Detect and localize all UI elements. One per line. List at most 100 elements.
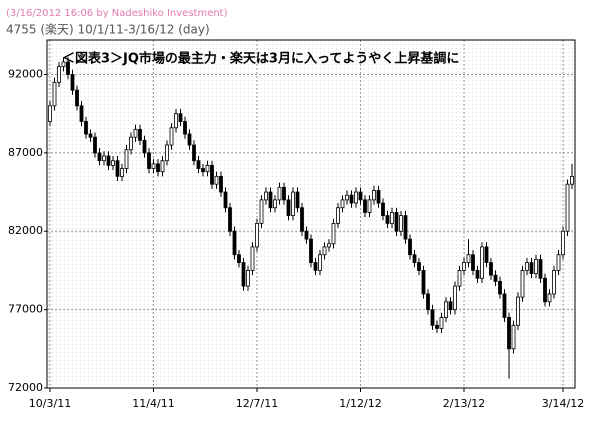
candle-body bbox=[187, 133, 192, 146]
candle-body bbox=[147, 152, 151, 169]
candle-body bbox=[75, 89, 79, 107]
candle-body bbox=[232, 230, 237, 256]
candle-body bbox=[408, 238, 412, 256]
candle-body bbox=[142, 139, 147, 154]
y-tick-label: 77000 bbox=[8, 303, 43, 316]
candle-body bbox=[286, 199, 291, 216]
subtitle: 4755 (楽天) 10/1/11-3/16/12 (day) bbox=[6, 23, 210, 37]
candle-body bbox=[178, 113, 183, 122]
candle-body bbox=[313, 262, 318, 271]
candle-body bbox=[174, 113, 178, 129]
candle-body bbox=[538, 259, 543, 279]
candle-body bbox=[151, 163, 156, 169]
candle-body bbox=[417, 262, 421, 271]
candle-body bbox=[264, 191, 268, 201]
candle-body bbox=[219, 175, 223, 193]
candle-body bbox=[228, 207, 232, 232]
candle-body bbox=[97, 152, 102, 162]
candle-body bbox=[552, 270, 556, 295]
candle-body bbox=[570, 175, 574, 185]
x-tick-label: 2/13/12 bbox=[443, 397, 485, 410]
candle-body bbox=[516, 296, 520, 326]
candle-body bbox=[525, 262, 529, 271]
candle-body bbox=[439, 317, 444, 329]
candle-body bbox=[426, 293, 430, 311]
candle-body bbox=[84, 121, 88, 135]
candle-body bbox=[205, 165, 210, 173]
candle-body bbox=[160, 160, 165, 173]
candle-body bbox=[52, 81, 57, 107]
candle-body bbox=[556, 254, 561, 271]
candle-body bbox=[457, 270, 462, 287]
candle-body bbox=[255, 223, 259, 248]
candle-body bbox=[133, 128, 138, 138]
candle-body bbox=[462, 262, 466, 271]
candle-body bbox=[475, 270, 480, 279]
candle-body bbox=[327, 243, 331, 248]
x-tick-label: 11/4/11 bbox=[132, 397, 174, 410]
candle-body bbox=[237, 254, 241, 263]
y-tick-label: 82000 bbox=[8, 224, 43, 237]
candle-body bbox=[70, 74, 75, 91]
candle-body bbox=[138, 128, 142, 141]
candle-body bbox=[394, 212, 399, 232]
candle-body bbox=[250, 246, 255, 271]
candle-body bbox=[259, 199, 264, 224]
candle-body bbox=[291, 191, 295, 216]
candle-body bbox=[300, 207, 304, 232]
candle-body bbox=[214, 175, 219, 185]
candle-body bbox=[534, 259, 538, 274]
candle-body bbox=[385, 215, 390, 224]
x-tick-label: 1/12/12 bbox=[339, 397, 381, 410]
candle-body bbox=[210, 165, 214, 185]
candle-body bbox=[66, 61, 70, 75]
candle-body bbox=[57, 66, 61, 83]
candle-body bbox=[511, 324, 516, 350]
candle-body bbox=[520, 270, 525, 298]
candle-body bbox=[340, 199, 345, 209]
candle-body bbox=[115, 160, 120, 177]
candle-body bbox=[435, 324, 439, 329]
candle-body bbox=[354, 191, 358, 204]
candle-body bbox=[430, 309, 435, 326]
candle-body bbox=[156, 163, 160, 173]
candle-body bbox=[309, 238, 313, 263]
candle-body bbox=[421, 270, 426, 295]
plot-frame bbox=[46, 39, 576, 389]
candle-body bbox=[493, 274, 498, 282]
candle-body bbox=[399, 215, 403, 232]
candle-body bbox=[412, 254, 417, 263]
candle-body bbox=[192, 144, 196, 162]
candle-body bbox=[322, 246, 327, 256]
candle-body bbox=[282, 186, 286, 201]
candle-body bbox=[165, 144, 169, 162]
candle-body bbox=[304, 230, 309, 240]
y-tick-label: 72000 bbox=[8, 381, 43, 394]
candle-body bbox=[390, 212, 394, 224]
candle-body bbox=[547, 293, 552, 303]
x-tick-label: 3/14/12 bbox=[542, 397, 584, 410]
candle-body bbox=[498, 281, 502, 295]
candle-body bbox=[223, 191, 228, 209]
candle-body bbox=[246, 270, 250, 287]
candle-body bbox=[61, 61, 66, 68]
x-tick-label: 10/3/11 bbox=[29, 397, 71, 410]
candle-body bbox=[349, 194, 354, 204]
candle-body bbox=[268, 191, 273, 209]
candle-body bbox=[372, 190, 376, 201]
candle-body bbox=[345, 194, 349, 201]
candle-body bbox=[381, 202, 385, 216]
candle-body bbox=[48, 105, 52, 122]
candle-body bbox=[502, 293, 507, 318]
candle-body bbox=[565, 183, 570, 232]
candle-body bbox=[444, 301, 448, 318]
candle-body bbox=[102, 155, 106, 162]
candle-body bbox=[331, 223, 336, 245]
chart-title: ＜図表3＞JQ市場の最主力・楽天は3月に入ってようやく上昇基調に bbox=[62, 51, 459, 67]
candle-body bbox=[79, 105, 84, 122]
candle-body bbox=[336, 207, 340, 224]
candle-body bbox=[129, 136, 133, 151]
candle-body bbox=[561, 230, 565, 256]
plot-area bbox=[47, 40, 575, 388]
